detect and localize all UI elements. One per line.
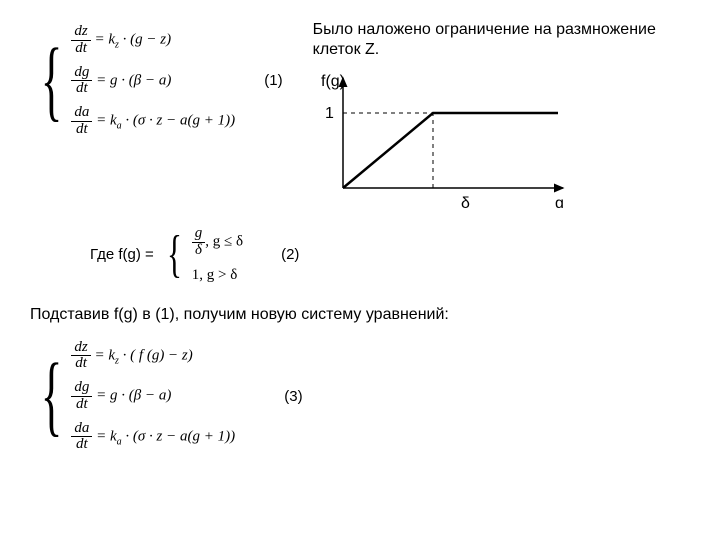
svg-text:1: 1	[325, 105, 334, 122]
fg-piecewise: gδ, g ≤ δ 1, g > δ	[192, 222, 243, 288]
fg-chart: f(g) 1 δ g	[313, 68, 690, 212]
brace-icon: {	[167, 234, 182, 276]
top-row: { dzdt = kz · (g − z) dgdt = g · (β − a)…	[30, 20, 690, 212]
svg-text:δ: δ	[461, 195, 470, 208]
svg-text:g: g	[555, 195, 564, 208]
subst-text: Подставив f(g) в (1), получим новую сист…	[30, 306, 690, 324]
label-2: (2)	[281, 246, 299, 263]
chart-svg: f(g) 1 δ g	[313, 68, 573, 208]
system-3-row: { dzdt = kz · ( f (g) − z) dgdt = g · (β…	[30, 336, 690, 458]
svg-text:f(g): f(g)	[321, 73, 345, 90]
where-prefix: Где f(g) =	[90, 246, 154, 263]
eq1-line3: dadt = ka · (σ · z − a(g + 1))	[71, 105, 235, 138]
system-3-lines: dzdt = kz · ( f (g) − z) dgdt = g · (β −…	[71, 336, 235, 458]
system-1: { dzdt = kz · (g − z) dgdt = g · (β − a)…	[30, 20, 283, 142]
system-1-lines: dzdt = kz · (g − z) dgdt = g · (β − a) d…	[71, 20, 235, 142]
label-3: (3)	[284, 388, 302, 405]
intro-text: Было наложено ограничение на размножение…	[313, 20, 690, 60]
where-row: Где f(g) = { gδ, g ≤ δ 1, g > δ (2)	[30, 222, 690, 288]
eq1-line1: dzdt = kz · (g − z)	[71, 24, 235, 57]
label-1: (1)	[264, 72, 282, 89]
fg-line1: gδ, g ≤ δ	[192, 226, 243, 259]
eq3-line2: dgdt = g · (β − a)	[71, 380, 235, 413]
right-column: Было наложено ограничение на размножение…	[293, 20, 690, 212]
eq3-line1: dzdt = kz · ( f (g) − z)	[71, 340, 235, 373]
eq3-line3: dadt = ka · (σ · z − a(g + 1))	[71, 421, 235, 454]
eq1-line2: dgdt = g · (β − a)	[71, 65, 235, 98]
brace-icon: {	[41, 43, 63, 120]
fg-line2: 1, g > δ	[192, 267, 243, 284]
system-3: { dzdt = kz · ( f (g) − z) dgdt = g · (β…	[30, 336, 690, 458]
brace-icon: {	[41, 358, 63, 435]
